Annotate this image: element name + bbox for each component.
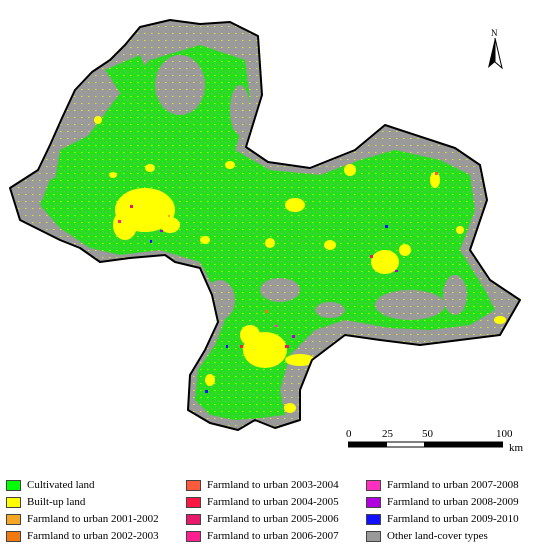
region-boundary	[9, 19, 521, 431]
north-arrow-icon	[488, 37, 503, 70]
legend-swatch	[366, 513, 381, 525]
legend-swatch	[6, 479, 21, 491]
legend-item: Farmland to urban 2001-2002	[6, 511, 159, 527]
legend-label: Built-up land	[27, 496, 86, 508]
scale-bar-graphic	[348, 441, 503, 448]
legend-item: Farmland to urban 2009-2010	[366, 511, 519, 527]
north-label: N	[491, 28, 498, 38]
legend-item: Farmland to urban 2004-2005	[186, 494, 339, 510]
scale-tick-label: 25	[382, 428, 393, 440]
legend-item: Farmland to urban 2008-2009	[366, 494, 519, 510]
legend-label: Farmland to urban 2004-2005	[207, 496, 339, 508]
legend-swatch	[366, 479, 381, 491]
legend-label: Farmland to urban 2009-2010	[387, 513, 519, 525]
scale-tick-label: 50	[422, 428, 433, 440]
legend-item: Farmland to urban 2002-2003	[6, 528, 159, 544]
legend-label: Farmland to urban 2008-2009	[387, 496, 519, 508]
legend-label: Farmland to urban 2003-2004	[207, 479, 339, 491]
legend-swatch	[366, 496, 381, 508]
legend-item: Farmland to urban 2003-2004	[186, 477, 339, 493]
scale-tick-label: 0	[346, 428, 352, 440]
legend-swatch	[186, 513, 201, 525]
legend-swatch	[366, 530, 381, 542]
legend-swatch	[6, 513, 21, 525]
legend-item: Farmland to urban 2005-2006	[186, 511, 339, 527]
built-up-land-area	[94, 116, 506, 413]
legend-label: Farmland to urban 2007-2008	[387, 479, 519, 491]
legend-label: Other land-cover types	[387, 530, 488, 542]
legend-label: Farmland to urban 2002-2003	[27, 530, 159, 542]
legend-swatch	[186, 530, 201, 542]
legend-swatch	[6, 496, 21, 508]
legend-item: Other land-cover types	[366, 528, 488, 544]
legend: Cultivated land Built-up land Farmland t…	[6, 477, 542, 543]
legend-label: Farmland to urban 2001-2002	[27, 513, 159, 525]
legend-swatch	[6, 530, 21, 542]
legend-item: Built-up land	[6, 494, 85, 510]
legend-item: Cultivated land	[6, 477, 95, 493]
legend-swatch	[186, 479, 201, 491]
legend-label: Cultivated land	[27, 479, 95, 491]
scale-unit: km	[509, 442, 524, 454]
legend-swatch	[186, 496, 201, 508]
legend-item: Farmland to urban 2007-2008	[366, 477, 519, 493]
legend-label: Farmland to urban 2006-2007	[207, 530, 339, 542]
scale-bar: 0 25 50 100 km	[344, 428, 524, 454]
legend-label: Farmland to urban 2005-2006	[207, 513, 339, 525]
scale-tick-label: 100	[496, 428, 513, 440]
farmland-to-urban-patches	[118, 172, 438, 393]
legend-item: Farmland to urban 2006-2007	[186, 528, 339, 544]
